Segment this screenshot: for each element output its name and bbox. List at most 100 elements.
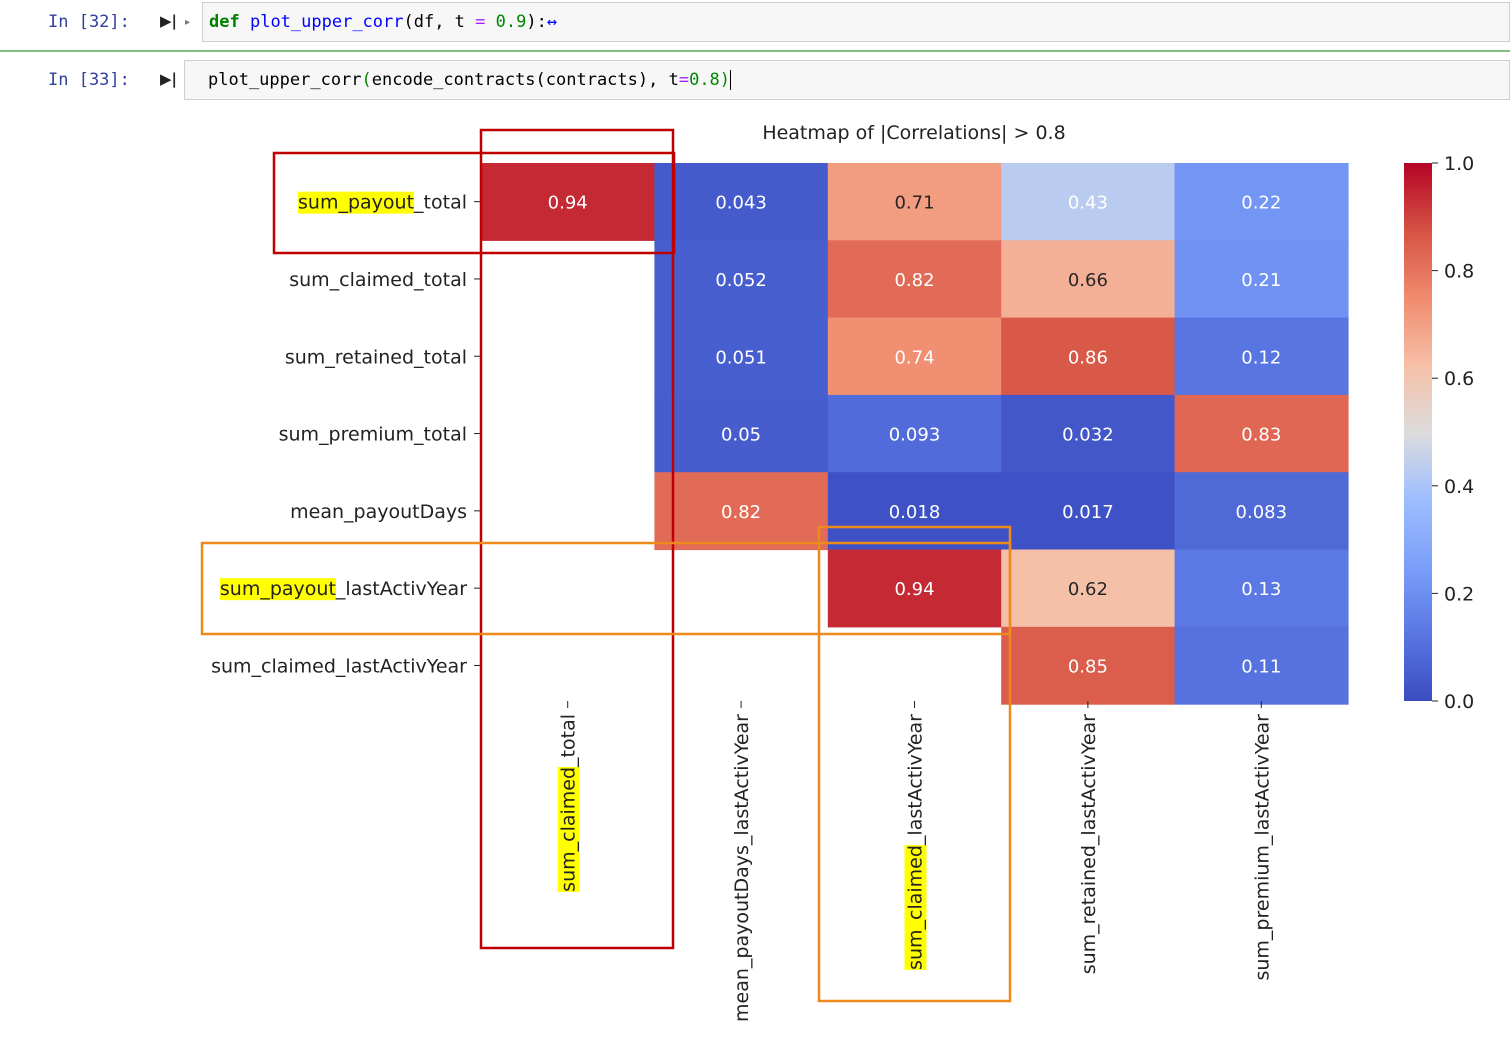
heatmap-cell	[481, 163, 655, 241]
heatmap-cell	[827, 472, 1002, 551]
cell-value-label: 0.018	[889, 502, 941, 523]
colorbar-tick-label: 0.8	[1444, 261, 1474, 283]
heatmap-cell	[1001, 317, 1176, 396]
cell-prompt: In [32]:	[48, 12, 130, 32]
annotation-box-red-column	[479, 128, 675, 950]
cell-value-label: 0.71	[894, 193, 934, 214]
heatmap-cell	[1001, 394, 1176, 473]
heatmap-cell	[1001, 163, 1176, 241]
run-cell-icon[interactable]: ▶|	[160, 70, 178, 88]
colorbar-tick-label: 0.2	[1444, 583, 1474, 605]
cell-prompt: In [33]:	[48, 70, 130, 90]
code-number: 0.8	[689, 70, 720, 90]
heatmap-cell	[1001, 549, 1176, 628]
cell-value-label: 0.22	[1241, 193, 1281, 214]
heatmap-cell	[654, 240, 829, 319]
heatmap-cell	[1174, 317, 1349, 396]
text-highlight	[557, 766, 580, 892]
cell-value-label: 0.83	[1241, 425, 1281, 446]
x-tick-label: mean_payoutDays_lastActivYear	[731, 714, 753, 1022]
x-tick-label-group: sum_claimed_lastActivYear	[904, 714, 927, 970]
heatmap-cell	[1001, 626, 1176, 705]
chart-title: Heatmap of |Correlations| > 0.8	[762, 122, 1065, 144]
x-tick-label-group: sum_retained_lastActivYear	[1078, 714, 1100, 974]
x-tick-label-group: sum_claimed_total	[557, 714, 580, 892]
cell-value-label: 0.017	[1062, 502, 1114, 523]
text-highlight	[219, 578, 336, 601]
heatmap-cell	[1174, 240, 1349, 319]
heatmap-cell	[654, 472, 829, 551]
code-function-name: plot_upper_corr	[208, 70, 362, 90]
code-args: (df, t	[403, 12, 476, 32]
cell-divider	[0, 50, 1510, 52]
y-tick-label: sum_retained_total	[285, 346, 467, 368]
colorbar	[1404, 163, 1432, 701]
code-paren: (	[361, 70, 372, 90]
heatmap-cell	[1174, 472, 1349, 551]
colorbar-tick-label: 0.0	[1444, 691, 1474, 713]
y-tick-label: sum_payout_total	[298, 192, 467, 214]
colorbar-tick-label: 0.6	[1444, 368, 1474, 390]
text-cursor	[730, 70, 732, 90]
x-tick-label: sum_retained_lastActivYear	[1078, 714, 1100, 974]
annotation-box-orange-column	[817, 525, 1012, 1003]
cell-value-label: 0.032	[1062, 425, 1114, 446]
cell-value-label: 0.82	[721, 502, 761, 523]
cell-value-label: 0.21	[1241, 270, 1281, 291]
heatmap-cell	[827, 240, 1002, 319]
code-paren: )	[719, 70, 731, 90]
text-highlight	[298, 191, 415, 214]
code-operator: =	[678, 70, 690, 90]
cell-value-label: 0.74	[894, 347, 934, 368]
run-cell-icon[interactable]: ▶|	[160, 12, 178, 30]
x-tick-label-group: sum_premium_lastActivYear	[1251, 714, 1273, 981]
heatmap-cell	[1001, 240, 1176, 319]
cell-value-label: 0.94	[894, 579, 934, 600]
text-highlight	[904, 845, 927, 970]
y-tick-label: sum_premium_total	[279, 424, 467, 446]
heatmap-cell	[1174, 394, 1349, 473]
code-input[interactable]: def plot_upper_corr(df, t = 0.9):↔	[202, 2, 1510, 42]
cell-value-label: 0.11	[1241, 656, 1281, 677]
heatmap-cell	[1174, 163, 1349, 241]
cell-value-label: 0.05	[721, 425, 761, 446]
cell-value-label: 0.62	[1068, 579, 1108, 600]
cell-33: In [33]: ▶| plot_upper_corr(encode_contr…	[0, 56, 1510, 104]
y-tick-label: sum_claimed_lastActivYear	[211, 655, 467, 677]
cell-value-label: 0.083	[1236, 502, 1288, 523]
cell-value-label: 0.12	[1241, 347, 1281, 368]
heatmap-cell	[654, 394, 829, 473]
x-tick-label: sum_claimed_lastActivYear	[905, 714, 927, 970]
collapsed-code-icon[interactable]: ↔	[546, 12, 558, 32]
collapse-arrow-icon[interactable]: ▸	[185, 17, 191, 28]
colorbar-tick-label: 0.4	[1444, 476, 1474, 498]
heatmap-cell	[1174, 549, 1349, 628]
cell-value-label: 0.13	[1241, 579, 1281, 600]
heatmap-cell	[1001, 472, 1176, 551]
cell-value-label: 0.94	[548, 193, 588, 214]
cell-value-label: 0.052	[715, 270, 767, 291]
y-tick-label: sum_claimed_total	[289, 269, 467, 291]
cell-value-label: 0.86	[1068, 347, 1108, 368]
heatmap-cell	[827, 163, 1002, 241]
y-tick-label: mean_payoutDays	[290, 501, 467, 523]
x-tick-label-group: mean_payoutDays_lastActivYear	[731, 714, 753, 1022]
code-input[interactable]: plot_upper_corr(encode_contracts(contrac…	[184, 60, 1510, 100]
heatmap-cell	[827, 549, 1002, 628]
heatmap-cell	[654, 317, 829, 396]
code-args: encode_contracts(contracts), t	[371, 70, 679, 90]
cell-value-label: 0.093	[889, 425, 941, 446]
cell-value-label: 0.051	[715, 347, 767, 368]
cell-value-label: 0.43	[1068, 193, 1108, 214]
cell-value-label: 0.82	[894, 270, 934, 291]
code-function-name: plot_upper_corr	[249, 12, 404, 32]
heatmap-cell	[654, 163, 829, 241]
cell-value-label: 0.043	[715, 193, 767, 214]
heatmap-cell	[827, 317, 1002, 396]
x-tick-label: sum_claimed_total	[558, 714, 580, 892]
cell-value-label: 0.85	[1068, 656, 1108, 677]
code-keyword: def	[209, 12, 240, 32]
colorbar-tick-label: 1.0	[1444, 153, 1474, 175]
x-tick-label: sum_premium_lastActivYear	[1251, 714, 1273, 981]
